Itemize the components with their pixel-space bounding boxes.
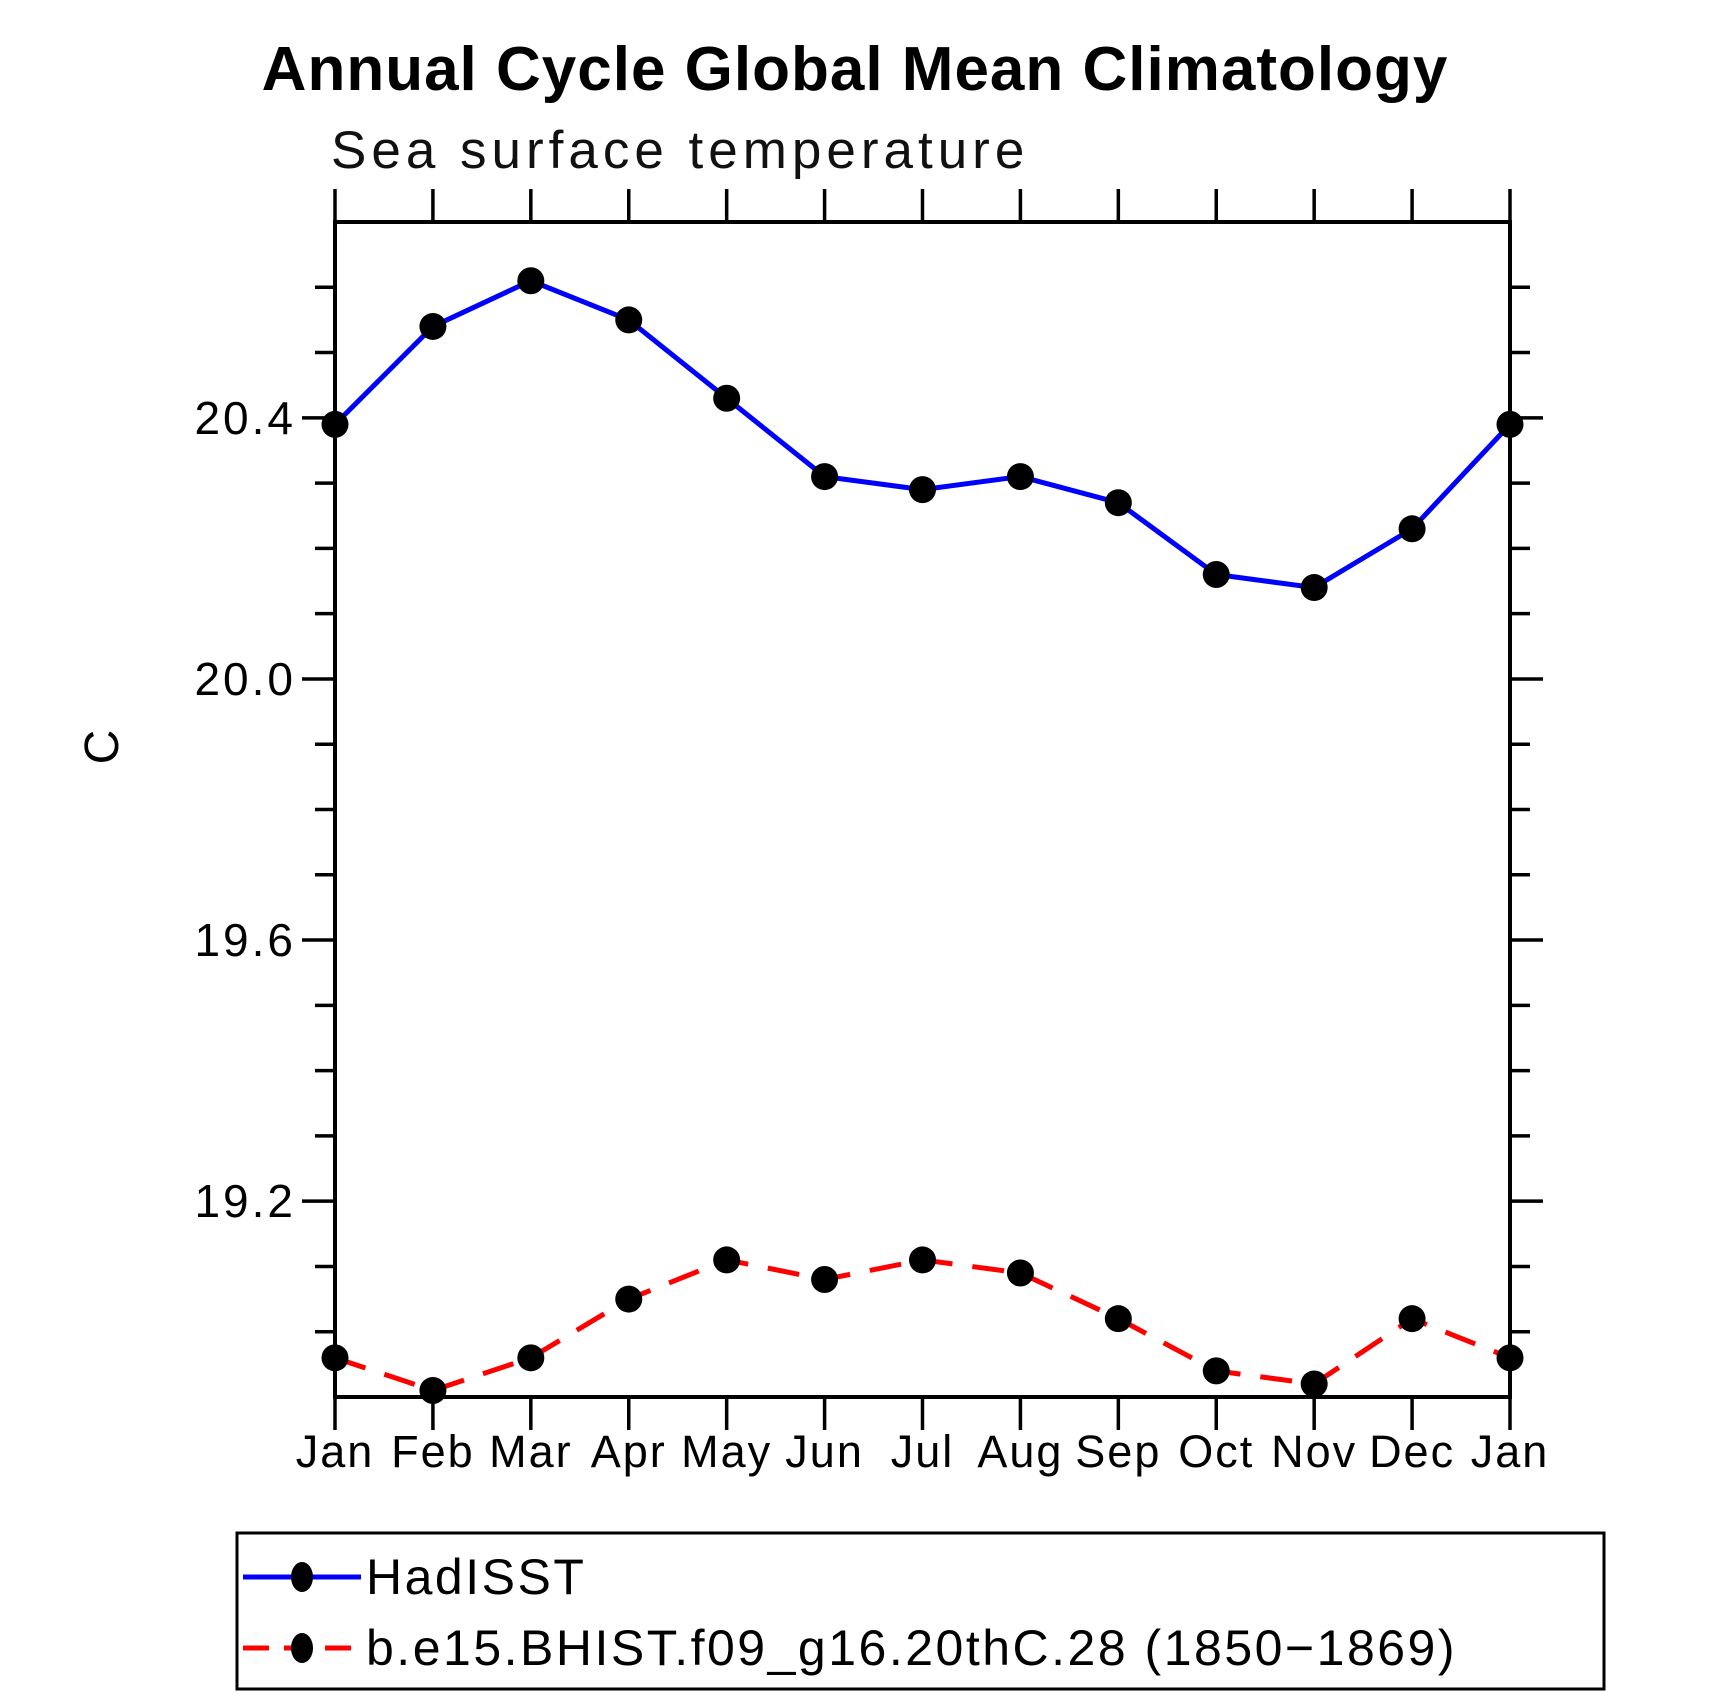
x-tick-label: Feb [391, 1426, 475, 1477]
y-tick-label: 19.2 [194, 1175, 296, 1227]
data-point-marker [909, 1246, 936, 1274]
legend-marker-model [291, 1633, 313, 1663]
data-point-marker [517, 267, 545, 295]
data-point-marker [1496, 1344, 1524, 1372]
x-tick-label: Aug [977, 1426, 1063, 1477]
data-point-marker [321, 1344, 349, 1372]
chart-title: Annual Cycle Global Mean Climatology [262, 35, 1449, 104]
data-point-marker [1300, 574, 1328, 602]
x-tick-label: Nov [1271, 1426, 1357, 1477]
chart-subtitle: Sea surface temperature [331, 121, 1029, 180]
data-point-marker [615, 306, 643, 334]
data-point-marker [1104, 1305, 1132, 1333]
data-point-marker [419, 312, 447, 340]
y-tick-label: 19.6 [194, 914, 296, 966]
data-point-marker [1006, 1259, 1034, 1287]
data-point-marker [1202, 1357, 1230, 1385]
data-point-marker [1104, 489, 1132, 517]
legend-label-hadisst: HadISST [366, 1549, 586, 1605]
x-tick-label: Apr [591, 1426, 667, 1477]
data-point-marker [615, 1285, 643, 1313]
series-line-hadisst [333, 278, 1512, 591]
data-point-marker [1398, 515, 1426, 543]
data-point-marker [1300, 1370, 1328, 1398]
x-tick-label: Jul [891, 1426, 955, 1477]
y-axis-label: C [76, 728, 129, 765]
data-point-marker [713, 384, 741, 412]
x-tick-label: Dec [1369, 1426, 1455, 1477]
series-line-model [334, 1257, 1511, 1394]
x-tick-label: May [681, 1426, 772, 1477]
data-point-marker [321, 410, 349, 438]
x-tick-label: Jan [1471, 1426, 1550, 1477]
legend-marker-hadisst [291, 1562, 313, 1592]
legend: HadISST b.e15.BHIST.f09_g16.20thC.28 (18… [235, 1531, 1606, 1691]
x-tick-label: Oct [1178, 1426, 1254, 1477]
data-point-marker [419, 1376, 447, 1404]
axis-frame [333, 220, 1512, 1399]
plot-area: 19.2 19.6 20.0 20.4 Jan Feb Mar Apr May Jun Jul Aug… [194, 189, 1550, 1477]
data-point-marker [1202, 561, 1230, 588]
data-point-marker [1398, 1305, 1426, 1333]
x-tick-label: Sep [1075, 1426, 1161, 1477]
x-tick-label: Mar [489, 1426, 573, 1477]
x-tick-label: Jan [296, 1426, 375, 1477]
x-tick-label: Jun [785, 1426, 864, 1477]
data-point-marker [811, 463, 839, 491]
data-point-marker [1006, 463, 1034, 491]
data-point-marker [1496, 410, 1524, 438]
legend-label-model: b.e15.BHIST.f09_g16.20thC.28 (1850−1869) [366, 1620, 1457, 1676]
y-tick-label: 20.4 [194, 392, 296, 444]
data-point-marker [811, 1266, 839, 1293]
data-point-marker [517, 1344, 545, 1372]
legend-box [235, 1531, 1606, 1691]
data-point-marker [713, 1246, 741, 1274]
data-point-marker [909, 476, 936, 504]
y-tick-label: 20.0 [194, 653, 296, 705]
